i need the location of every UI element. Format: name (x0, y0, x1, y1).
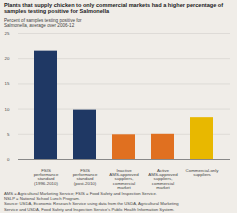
svg-text:FSISperformancestandard(1996-2: FSISperformancestandard(1996-2010) (34, 168, 59, 186)
svg-text:0: 0 (7, 157, 10, 162)
svg-text:5: 5 (7, 132, 10, 137)
html-text:AMS = Agricultural Marketing S: AMS = Agricultural Marketing Service; FS… (4, 191, 157, 197)
html-text:NSLP = National School Lunch P: NSLP = National School Lunch Program. (4, 196, 80, 202)
html-text:Plants that supply chicken to: Plants that supply chicken to only comme… (4, 2, 224, 15)
html-text:Percent of samples testing pos: Percent of samples testing positive for … (4, 17, 82, 29)
svg-text:10: 10 (5, 107, 10, 112)
svg-text:FSISperformancestandard(post-2: FSISperformancestandard(post-2010) (73, 168, 98, 186)
svg-text:InactiveAMS-approvedsuppliers,: InactiveAMS-approvedsuppliers,commercial… (109, 168, 139, 191)
svg-text:25: 25 (5, 31, 10, 36)
svg-text:20: 20 (5, 57, 10, 62)
html-text:Source: USDA, Economic Researc: Source: USDA, Economic Research Service … (4, 201, 179, 207)
svg-text:ActiveAMS-approvedsuppliers,co: ActiveAMS-approvedsuppliers,commercialma… (148, 168, 178, 191)
svg-text:Commercial-onlysuppliers: Commercial-onlysuppliers (186, 168, 220, 177)
html-text:Service and USDA, Food Safety: Service and USDA, Food Safety and Inspec… (4, 206, 175, 212)
svg-text:15: 15 (5, 82, 10, 87)
